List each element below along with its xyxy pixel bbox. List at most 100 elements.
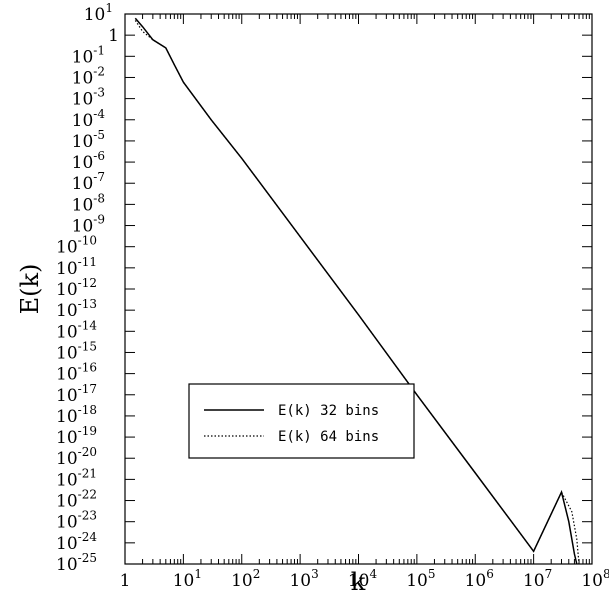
y-tick-label-exponent: -23: [78, 509, 97, 523]
x-tick-label: 108: [581, 567, 609, 591]
x-tick-label: 106: [465, 567, 494, 591]
y-tick-label-exponent: -11: [78, 255, 97, 269]
y-tick-label-exponent: -20: [78, 445, 97, 459]
x-tick-label: 102: [231, 567, 260, 591]
y-tick-label-base: 10: [72, 153, 94, 173]
y-tick-label: 1: [108, 26, 119, 46]
y-tick-label-exponent: -22: [78, 488, 97, 502]
data-series: [134, 17, 580, 565]
y-tick-label-exponent: -18: [78, 403, 97, 417]
y-tick-label: 10-5: [72, 128, 105, 152]
y-tick-label: 10-15: [56, 339, 97, 363]
x-tick-label-exponent: 6: [486, 567, 494, 581]
y-tick-label-exponent: -21: [78, 466, 97, 480]
y-tick-label-exponent: -15: [78, 339, 97, 353]
y-tick-label-base: 10: [56, 322, 78, 342]
y-tick-label-exponent: -24: [78, 530, 98, 544]
y-tick-label: 10-1: [72, 43, 105, 67]
x-tick-label: 101: [173, 567, 202, 591]
y-tick-label: 10-10: [56, 234, 97, 258]
x-tick-labels: 1 101 102 103 104 105 106 107 108: [120, 567, 609, 591]
y-tick-label-exponent: -19: [78, 424, 97, 438]
y-tick-label: 10-21: [56, 466, 97, 490]
x-tick-label-base: 10: [231, 571, 253, 591]
x-tick-label: 107: [523, 567, 552, 591]
y-tick-label: 10-6: [72, 149, 105, 173]
y-tick-label-base: 10: [56, 534, 78, 554]
y-tick-label-exponent: -17: [78, 382, 97, 396]
y-tick-label-base: 10: [56, 343, 78, 363]
y-tick-label: 101: [84, 1, 113, 25]
y-tick-label: 10-24: [56, 530, 97, 554]
x-tick-label: 104: [348, 567, 378, 591]
y-tick-label: 10-20: [56, 445, 97, 469]
y-tick-label-base: 10: [56, 407, 78, 427]
x-tick-label-base: 1: [120, 571, 131, 591]
x-axis-label: k: [351, 568, 366, 596]
y-tick-label-base: 10: [56, 301, 78, 321]
x-tick-label-exponent: 5: [428, 567, 436, 581]
x-tick-label-base: 10: [348, 571, 370, 591]
legend-box: [188, 383, 415, 459]
y-tick-label: 10-9: [72, 213, 105, 237]
plot-frame: [124, 13, 593, 565]
y-tick-label-base: 10: [72, 174, 94, 194]
y-tick-label-exponent: -13: [78, 297, 97, 311]
x-tick-label-base: 10: [465, 571, 487, 591]
y-tick-label-exponent: -1: [93, 43, 105, 57]
y-tick-label-base: 10: [56, 259, 78, 279]
y-tick-label-base: 10: [72, 68, 94, 88]
y-tick-label-exponent: -2: [93, 64, 105, 78]
legend-label-32-bins: E(k) 32 bins: [278, 403, 379, 419]
legend: E(k) 32 bins E(k) 64 bins: [188, 383, 415, 459]
y-axis-label: E(k): [16, 264, 44, 315]
y-tick-label-exponent: -3: [93, 86, 105, 100]
y-tick-label-base: 10: [72, 132, 94, 152]
y-tick-label: 10-18: [56, 403, 97, 427]
y-tick-label-exponent: -4: [93, 107, 105, 121]
y-tick-label: 10-8: [72, 191, 105, 215]
x-tick-label-exponent: 8: [603, 567, 609, 581]
y-tick-label: 10-3: [72, 86, 105, 110]
y-tick-label-base: 10: [72, 111, 94, 131]
y-tick-label: 10-12: [56, 276, 97, 300]
x-tick-label: 1: [120, 571, 131, 591]
y-tick-label-exponent: -12: [78, 276, 97, 290]
y-tick-label: 10-2: [72, 64, 105, 88]
x-tick-label-exponent: 2: [253, 567, 261, 581]
x-tick-label-exponent: 1: [194, 567, 202, 581]
y-tick-label-exponent: -14: [78, 318, 98, 332]
y-tick-labels: 101110-110-210-310-410-510-610-710-810-9…: [56, 1, 119, 575]
y-tick-label-base: 10: [72, 195, 94, 215]
x-tick-label-base: 10: [406, 571, 428, 591]
x-tick-label: 103: [289, 567, 318, 591]
x-tick-label-exponent: 7: [545, 567, 553, 581]
y-tick-label: 10-4: [72, 107, 106, 131]
legend-label-64-bins: E(k) 64 bins: [278, 429, 379, 445]
y-tick-label-exponent: 1: [105, 1, 113, 15]
y-tick-label-exponent: -25: [78, 551, 97, 565]
y-tick-label-base: 10: [72, 217, 94, 237]
y-tick-label: 10-17: [56, 382, 97, 406]
y-tick-label-exponent: -7: [93, 170, 105, 184]
y-tick-label: 10-19: [56, 424, 97, 448]
y-tick-label-base: 10: [56, 238, 78, 258]
y-tick-label-base: 10: [72, 47, 94, 67]
y-tick-label: 10-7: [72, 170, 105, 194]
y-tick-label-exponent: -8: [93, 191, 105, 205]
y-tick-label-exponent: -10: [78, 234, 97, 248]
series-line-32-bins: [134, 17, 578, 565]
y-tick-label-base: 1: [108, 26, 119, 46]
y-tick-label-base: 10: [56, 513, 78, 533]
y-tick-label: 10-23: [56, 509, 97, 533]
y-tick-label: 10-22: [56, 488, 97, 512]
y-tick-label-base: 10: [56, 365, 78, 385]
y-tick-label-base: 10: [72, 90, 94, 110]
y-tick-label-base: 10: [56, 280, 78, 300]
y-tick-label-base: 10: [56, 428, 78, 448]
y-tick-label-exponent: -6: [93, 149, 105, 163]
x-tick-label-exponent: 4: [370, 567, 378, 581]
y-tick-label-exponent: -9: [93, 213, 105, 227]
x-tick-label-base: 10: [523, 571, 545, 591]
